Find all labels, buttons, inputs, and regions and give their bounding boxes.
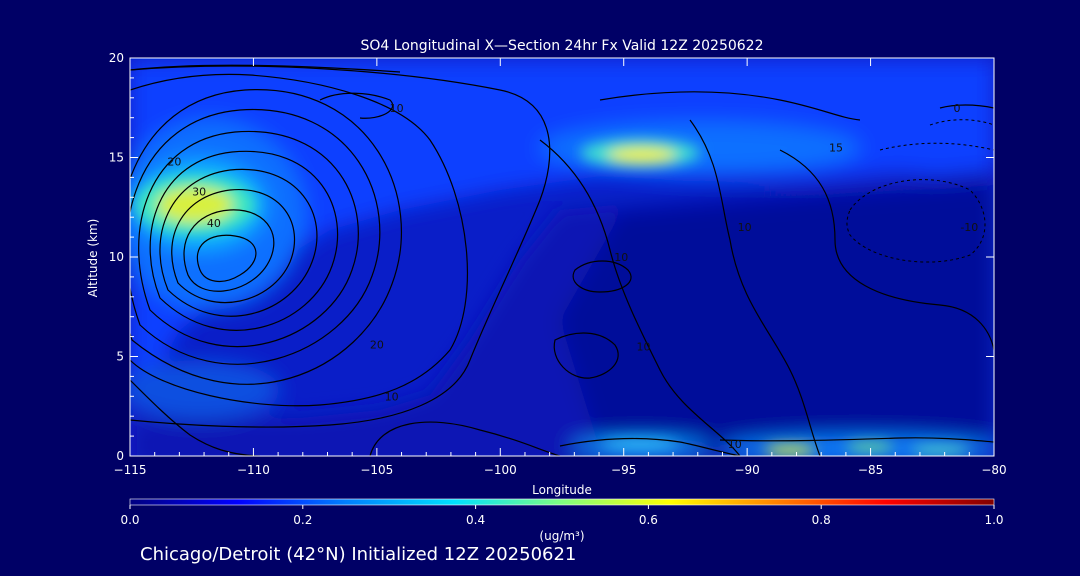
y-tick-label: 10 [109, 250, 124, 264]
y-axis-label: Altitude (km) [86, 219, 100, 298]
x-axis-label: Longitude [532, 483, 592, 497]
contour-label: -10 [960, 221, 978, 234]
contour-label: 10 [728, 438, 742, 451]
contour-label: 20 [370, 339, 384, 352]
x-tick-label: −80 [981, 463, 1006, 477]
contour-line [369, 421, 561, 456]
figure-caption: Chicago/Detroit (42°N) Initialized 12Z 2… [140, 544, 576, 565]
contour-line [149, 150, 339, 331]
field-lower-plume [130, 360, 280, 420]
field-darkest [560, 185, 994, 450]
x-axis: −115 −110 −105 −100 −95 −90 −85 −80 [114, 58, 1007, 477]
contour-label: 10 [390, 102, 404, 115]
contour-label: 10 [738, 221, 752, 234]
contour-label: 30 [192, 185, 206, 198]
contour-line [779, 149, 994, 351]
colorbar-unit-label: (ug/m³) [539, 529, 584, 543]
contour-line-negative [929, 119, 994, 126]
x-tick-label: −105 [360, 463, 393, 477]
contour-label: 10 [385, 390, 399, 403]
x-tick-label: −90 [734, 463, 759, 477]
colorbar-tick-label: 0.0 [120, 513, 139, 527]
contour-label: 0 [953, 102, 960, 115]
y-tick-label: 20 [109, 51, 124, 65]
x-tick-label: −100 [484, 463, 517, 477]
colorbar-tick-label: 1.0 [984, 513, 1003, 527]
contour-line [159, 168, 318, 317]
colorbar-tick-label: 0.6 [639, 513, 658, 527]
colorbar-bar [129, 498, 995, 506]
contour-line [559, 437, 741, 456]
contour-line [553, 332, 619, 379]
hotspot-upper-core [608, 147, 676, 163]
colorbar-tick-label: 0.8 [812, 513, 831, 527]
contour-label: 10 [636, 341, 650, 354]
x-tick-label: −115 [114, 463, 147, 477]
field-hotspots [135, 139, 970, 455]
x-tick-label: −95 [611, 463, 636, 477]
contour-line [319, 92, 394, 119]
contour-line [130, 379, 261, 456]
chart-title: SO4 Longitudinal X—Section 24hr Fx Valid… [361, 38, 764, 54]
hotspot-surface-east-a [764, 445, 816, 455]
hotspot-surface-mid [600, 440, 680, 448]
contour-label: 10 [614, 251, 628, 264]
x-tick-label: −85 [858, 463, 883, 477]
colorbar: 0.0 0.2 0.4 0.6 0.8 1.0 (ug/m³) [120, 498, 1004, 543]
contour-line-negative [846, 179, 986, 263]
contour-line [171, 189, 295, 304]
contour-line [183, 209, 275, 292]
contour-label: 15 [829, 142, 843, 155]
contour-line [719, 437, 994, 443]
y-tick-label: 0 [116, 449, 124, 463]
y-tick-label: 15 [109, 151, 124, 165]
hotspot-surface-east-c [910, 446, 970, 454]
colorbar-tick-label: 0.2 [293, 513, 312, 527]
contour-label-layer: 10 20 30 40 20 10 10 10 10 15 0 -10 10 [167, 102, 978, 451]
contour-line [130, 65, 551, 428]
contour-label: 20 [167, 155, 181, 168]
concentration-field [130, 58, 994, 456]
contour-line [689, 119, 821, 456]
y-axis: 0 5 10 15 20 [109, 51, 994, 463]
hotspot-surface-east-b [846, 443, 894, 451]
contour-line-negative [879, 142, 994, 151]
x-tick-label: −110 [237, 463, 270, 477]
contour-line [539, 139, 741, 456]
y-tick-label: 5 [116, 350, 124, 364]
hotspot-west-core [157, 187, 233, 223]
contour-line [138, 130, 359, 348]
contour-line [599, 91, 861, 121]
field-shading [130, 60, 994, 456]
contour-label: 40 [207, 217, 221, 230]
colorbar-ticks: 0.0 0.2 0.4 0.6 0.8 1.0 [120, 505, 1004, 527]
contour-line [939, 104, 994, 109]
contour-line [130, 109, 381, 365]
contour-line [130, 73, 469, 407]
colorbar-tick-label: 0.4 [466, 513, 485, 527]
contour-line [572, 260, 632, 293]
contour-line [196, 234, 257, 283]
